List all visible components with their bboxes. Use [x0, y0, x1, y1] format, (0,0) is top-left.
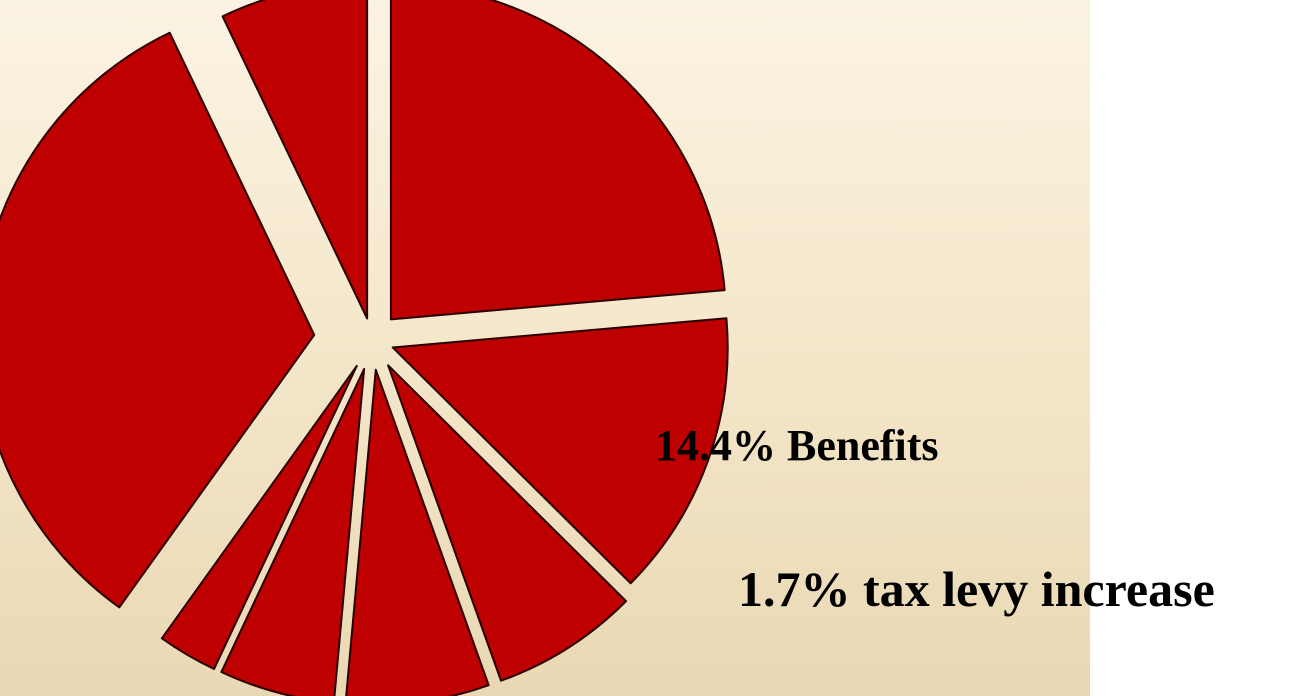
pie-slice-8 — [221, 0, 369, 320]
pie-slice-1 — [389, 0, 726, 321]
pie-slice-6 — [160, 364, 358, 670]
pie-slice-3 — [387, 364, 628, 682]
pie-slice-4 — [345, 368, 490, 696]
benefits-annotation: 14.4% Benefits — [655, 421, 939, 470]
pie-slice-7 — [0, 31, 316, 609]
pie-slice-2 — [391, 317, 729, 585]
pie-slice-5 — [220, 367, 366, 696]
tax-levy-annotation: 1.7% tax levy increase — [738, 561, 1215, 617]
